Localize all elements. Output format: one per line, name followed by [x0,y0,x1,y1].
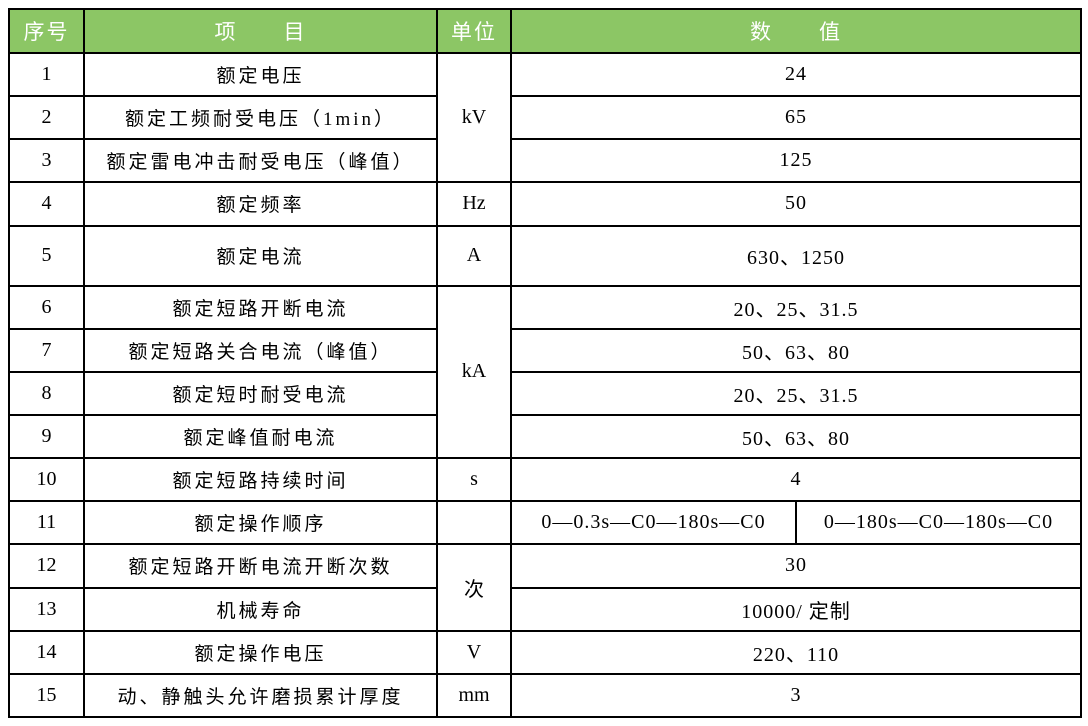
item-cell: 额定短路关合电流（峰值） [83,327,438,373]
table-row: 9 额定峰值耐电流 50、63、80 [8,414,1082,460]
value-cell: 3 [510,672,1082,719]
spec-table: 序号 项 目 单位 数 值 1 额定电压 kV 24 2 额定工频耐受电压（1m… [8,8,1082,719]
value-cell: 20、25、31.5 [510,284,1082,330]
item-cell: 额定电流 [83,224,438,287]
value-cell: 50、63、80 [510,414,1082,460]
header-no: 序号 [8,8,85,54]
serial-cell: 12 [8,543,85,589]
value-cell: 220、110 [510,629,1082,675]
table-row: 6 额定短路开断电流 kA 20、25、31.5 [8,284,1082,460]
table-row: 8 额定短时耐受电流 20、25、31.5 [8,370,1082,417]
item-cell: 额定频率 [83,181,438,227]
serial-cell: 4 [8,181,85,227]
serial-cell: 2 [8,95,85,141]
table-row: 5 额定电流 A 630、1250 [8,224,1082,287]
value-cell: 10000/ 定制 [510,586,1082,632]
item-cell: 额定短时耐受电流 [83,370,438,417]
header-row: 序号 项 目 单位 数 值 [8,8,1082,54]
serial-cell: 10 [8,457,85,503]
table-row: 1 额定电压 kV 24 [8,51,1082,184]
table-row: 11 额定操作顺序 0—0.3s—C0—180s—C0 0—180s—C0—18… [8,500,1082,546]
value-cell: 30 [510,543,1082,589]
unit-cell-ka: kA [436,284,512,460]
item-cell: 额定雷电冲击耐受电压（峰值） [83,138,438,184]
serial-cell: 8 [8,370,85,417]
header-item: 项 目 [83,8,438,54]
header-unit: 单位 [436,8,512,54]
header-value: 数 值 [510,8,1082,54]
serial-cell: 15 [8,672,85,719]
unit-cell-times: 次 [436,543,512,632]
unit-cell-kv: kV [436,51,512,184]
item-cell: 额定短路开断电流开断次数 [83,543,438,589]
value-cell-left: 0—0.3s—C0—180s—C0 [510,500,797,546]
table-row: 15 动、静触头允许磨损累计厚度 mm 3 [8,672,1082,719]
unit-cell-v: V [436,629,512,675]
unit-cell-a: A [436,224,512,287]
serial-cell: 13 [8,586,85,632]
value-cell: 125 [510,138,1082,184]
value-cell: 4 [510,457,1082,503]
table-row: 3 额定雷电冲击耐受电压（峰值） 125 [8,138,1082,184]
table-row: 12 额定短路开断电流开断次数 次 30 [8,543,1082,632]
table-row: 10 额定短路持续时间 s 4 [8,457,1082,503]
item-cell: 额定工频耐受电压（1min） [83,95,438,141]
item-cell: 额定操作电压 [83,629,438,675]
serial-cell: 1 [8,51,85,98]
value-cell-right: 0—180s—C0—180s—C0 [795,500,1082,546]
value-cell: 630、1250 [510,224,1082,287]
serial-cell: 14 [8,629,85,675]
serial-cell: 7 [8,327,85,373]
value-cell: 50 [510,181,1082,227]
value-cell: 65 [510,95,1082,141]
value-cell: 20、25、31.5 [510,370,1082,417]
serial-cell: 11 [8,500,85,546]
serial-cell: 3 [8,138,85,184]
item-cell: 额定电压 [83,51,438,98]
item-cell: 机械寿命 [83,586,438,632]
serial-cell: 5 [8,224,85,287]
item-cell: 动、静触头允许磨损累计厚度 [83,672,438,719]
item-cell: 额定操作顺序 [83,500,438,546]
unit-cell-mm: mm [436,672,512,719]
table-row: 14 额定操作电压 V 220、110 [8,629,1082,675]
item-cell: 额定短路持续时间 [83,457,438,503]
item-cell: 额定短路开断电流 [83,284,438,330]
table-row: 4 额定频率 Hz 50 [8,181,1082,227]
table-row: 7 额定短路关合电流（峰值） 50、63、80 [8,327,1082,373]
table-row: 2 额定工频耐受电压（1min） 65 [8,95,1082,141]
unit-cell-hz: Hz [436,181,512,227]
value-cell: 24 [510,51,1082,98]
table-row: 13 机械寿命 10000/ 定制 [8,586,1082,632]
serial-cell: 9 [8,414,85,460]
serial-cell: 6 [8,284,85,330]
value-cell: 50、63、80 [510,327,1082,373]
unit-cell-s: s [436,457,512,503]
unit-cell-empty [436,500,512,546]
item-cell: 额定峰值耐电流 [83,414,438,460]
